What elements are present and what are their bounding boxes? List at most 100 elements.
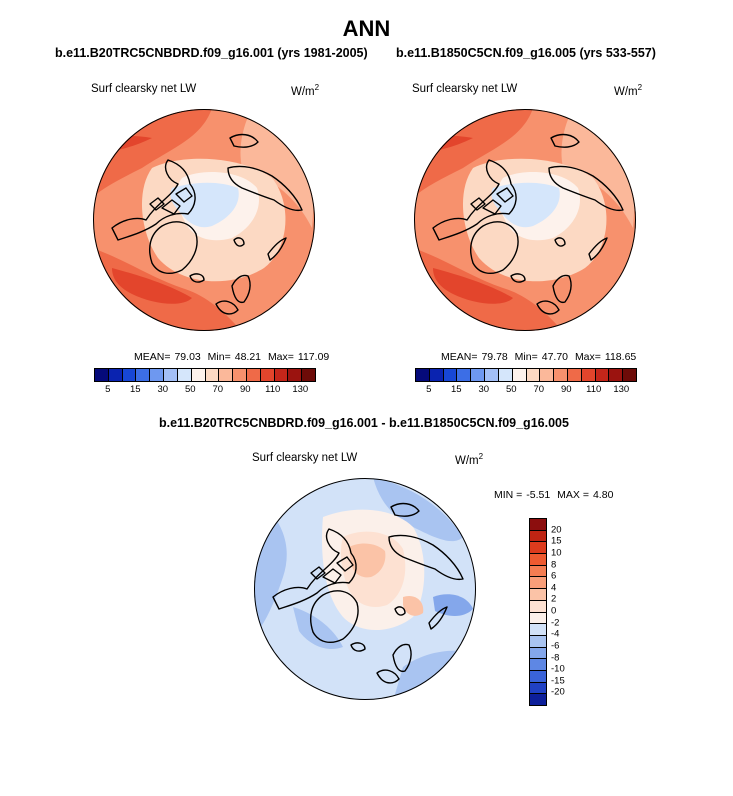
coastline — [482, 199, 502, 215]
contour-region — [293, 607, 343, 650]
coastline — [428, 606, 448, 630]
coastline — [322, 568, 342, 584]
panel3-variable-label: Surf clearsky net LW — [252, 452, 358, 464]
colorbar-tick-label: 50 — [505, 384, 517, 395]
colorbar-box — [530, 519, 546, 531]
colorbar-box — [95, 369, 109, 381]
panel3-case-title: b.e11.B20TRC5CNBDRD.f09_g16.001 - b.e11.… — [159, 416, 569, 430]
coastline — [215, 300, 239, 315]
colorbar-box — [526, 369, 541, 381]
coastline — [350, 642, 366, 652]
coastline — [496, 187, 514, 203]
colorbar-box — [567, 369, 582, 381]
panel2-variable-label: Surf clearsky net LW — [412, 83, 518, 95]
colorbar-box — [288, 369, 303, 381]
colorbar-tick-label: 70 — [533, 384, 545, 395]
panel2-colorbar-ticks: 5 15 30 50 70 90 110 130 — [415, 384, 637, 396]
coastline — [272, 528, 357, 610]
colorbar-box — [191, 369, 206, 381]
contour-region — [433, 268, 513, 304]
colorbar-tick-label: 90 — [239, 384, 251, 395]
colorbar-tick-label: -4 — [551, 628, 560, 640]
contour-region — [170, 182, 239, 228]
colorbar-tick-label: 50 — [184, 384, 196, 395]
panel2-polar-map — [414, 109, 636, 331]
colorbar-box — [530, 600, 546, 613]
colorbar-box — [219, 369, 234, 381]
coastline — [470, 221, 519, 275]
colorbar-tick-label: 90 — [560, 384, 572, 395]
colorbar-tick-label: 30 — [157, 384, 169, 395]
coastline — [231, 274, 251, 304]
coastline — [388, 534, 464, 581]
colorbar-tick-label: -8 — [551, 652, 560, 663]
coastline — [175, 187, 193, 203]
panel2-case-title: b.e11.B1850C5CN.f09_g16.005 (yrs 533-557… — [396, 46, 656, 60]
colorbar-box — [177, 369, 192, 381]
colorbar-tick-label: 10 — [551, 547, 562, 559]
panel1-variable-label: Surf clearsky net LW — [91, 83, 197, 95]
colorbar-tick-label: 15 — [129, 384, 141, 395]
colorbar-box — [457, 369, 472, 381]
colorbar-box — [274, 369, 289, 381]
colorbar-box — [205, 369, 220, 381]
panel3-colorbar-ticks: 20 15 10 8 6 4 2 0 -2 -4 -6 -8 -10 -15 -20 — [551, 518, 581, 706]
colorbar-box — [530, 589, 546, 601]
colorbar-tick-label: 130 — [292, 384, 309, 395]
colorbar-box — [530, 624, 546, 636]
colorbar-tick-label: 6 — [551, 570, 557, 582]
coastline — [392, 643, 412, 673]
coastline — [390, 502, 420, 517]
colorbar-box — [540, 369, 555, 381]
colorbar-box — [246, 369, 261, 381]
panel3-polar-map — [254, 478, 476, 700]
colorbar-tick-label: 5 — [105, 384, 111, 395]
colorbar-tick-label: -2 — [551, 617, 560, 629]
coastline — [552, 274, 572, 304]
panel1-colorbar — [94, 368, 316, 382]
coastline — [432, 159, 517, 241]
contour-region — [491, 182, 560, 228]
colorbar-box — [136, 369, 151, 381]
panel1-case-title: b.e11.B20TRC5CNBDRD.f09_g16.001 (yrs 198… — [55, 46, 368, 60]
colorbar-box — [623, 369, 636, 381]
main-title: ANN — [342, 16, 391, 41]
panel2-colorbar — [415, 368, 637, 382]
panel1-colorbar-ticks: 5 15 30 50 70 90 110 130 — [94, 384, 316, 396]
panel3-colorbar — [529, 518, 547, 706]
colorbar-tick-label: 0 — [551, 605, 557, 617]
coastline — [554, 237, 566, 247]
contour-region — [112, 268, 192, 304]
colorbar-tick-label: 20 — [551, 524, 562, 536]
colorbar-tick-label: 15 — [551, 535, 562, 547]
colorbar-box — [530, 682, 546, 695]
colorbar-box — [530, 694, 546, 705]
panel3-stats: MIN = -5.51 MAX = 4.80 — [494, 489, 614, 501]
panel2-stats: MEAN= 79.78 Min= 47.70 Max= 118.65 — [441, 351, 637, 363]
colorbar-box — [429, 369, 444, 381]
colorbar-box — [554, 369, 568, 381]
map-border — [254, 478, 476, 700]
map-border — [93, 109, 315, 331]
colorbar-box — [260, 369, 275, 381]
colorbar-tick-label: 70 — [212, 384, 224, 395]
colorbar-box — [498, 369, 513, 381]
colorbar-tick-label: 5 — [426, 384, 432, 395]
coastline — [233, 237, 245, 247]
coastline — [149, 221, 198, 275]
coastline — [470, 197, 486, 211]
colorbar-box — [530, 647, 546, 660]
coastline — [336, 556, 354, 572]
coastline — [227, 165, 303, 212]
contour-region — [433, 594, 473, 616]
panel1-polar-map — [93, 109, 315, 331]
coastline — [267, 237, 287, 261]
colorbar-tick-label: 110 — [265, 384, 281, 395]
colorbar-tick-label: 130 — [613, 384, 630, 395]
colorbar-box — [108, 369, 123, 381]
colorbar-box — [581, 369, 596, 381]
colorbar-tick-label: -6 — [551, 640, 560, 652]
coastline — [588, 237, 608, 261]
colorbar-box — [416, 369, 430, 381]
colorbar-box — [530, 577, 546, 590]
